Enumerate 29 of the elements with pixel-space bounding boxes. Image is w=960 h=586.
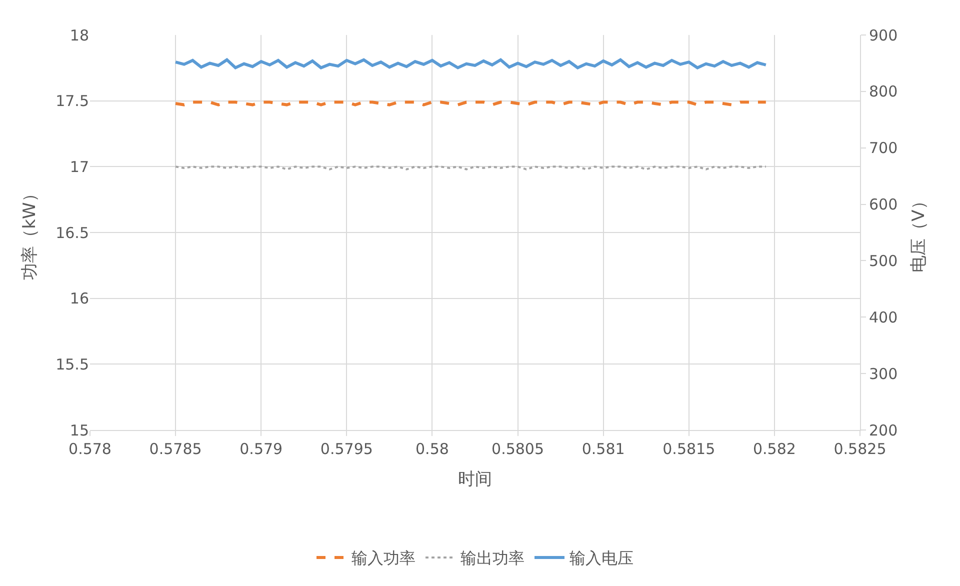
x-tick-label: 0.5825 — [834, 440, 886, 458]
line-series — [174, 58, 768, 70]
x-tick-label: 0.581 — [582, 440, 625, 458]
y2-tick-label: 300 — [869, 364, 898, 383]
x-tick-label: 0.58 — [416, 440, 449, 458]
y2-tick-label: 800 — [869, 82, 898, 101]
y-tick-label: 16.5 — [56, 224, 89, 242]
y2-tick-label: 200 — [869, 421, 898, 440]
x-axis-title: 时间 — [458, 469, 492, 490]
y-tick-label: 15 — [70, 421, 89, 440]
y-tick-label: 18 — [70, 26, 89, 44]
x-tick-label: 0.5815 — [662, 440, 716, 458]
y-tick-label: 17.5 — [56, 92, 89, 110]
x-tick-label: 0.582 — [752, 440, 796, 458]
x-tick-label: 0.578 — [68, 440, 112, 458]
y2-tick-label: 500 — [869, 252, 898, 270]
x-tick-label: 0.5805 — [492, 440, 544, 458]
y-axis-title: 功率（kW） — [20, 185, 40, 280]
y-tick-label: 17 — [70, 158, 89, 176]
y2-tick-label: 600 — [869, 196, 898, 214]
x-tick-label: 0.5785 — [149, 440, 202, 458]
y2-tick-label: 700 — [869, 139, 898, 158]
y-tick-label: 16 — [70, 290, 89, 308]
y2-tick-label: 900 — [869, 26, 898, 44]
y2-tick-label: 400 — [869, 308, 898, 326]
y2-axis-title: 电压（V） — [909, 192, 930, 272]
x-tick-label: 0.5795 — [320, 440, 373, 458]
y-tick-label: 15.5 — [56, 355, 89, 374]
x-tick-label: 0.579 — [240, 440, 283, 458]
